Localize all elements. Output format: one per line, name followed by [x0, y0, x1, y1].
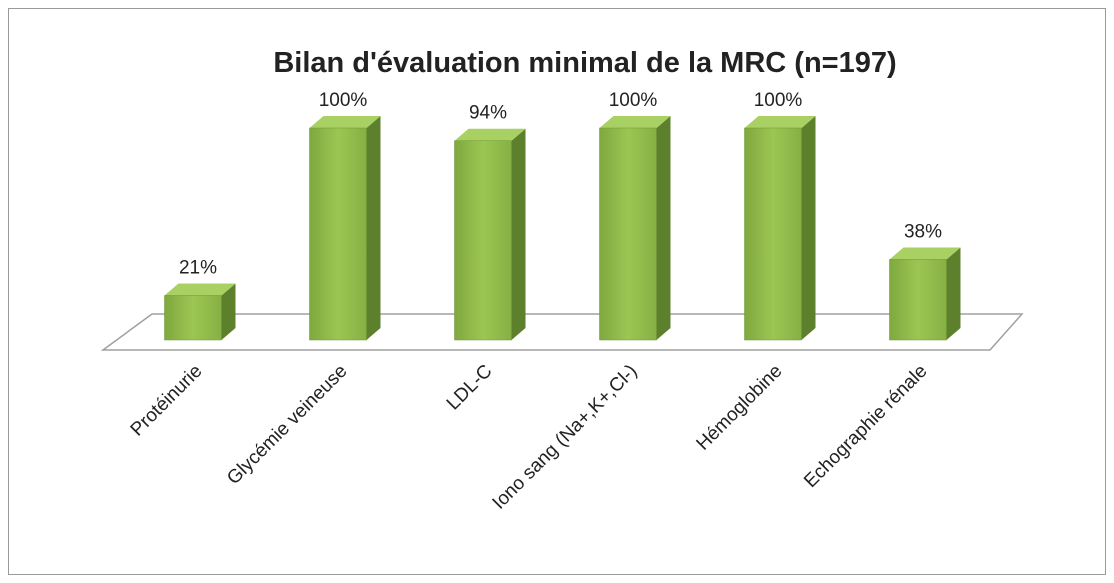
bar-top: [599, 116, 671, 128]
floor: [100, 313, 1024, 351]
data-label: 21%: [179, 257, 217, 278]
bar-top: [164, 283, 236, 296]
bar: [599, 127, 657, 341]
data-label: 100%: [754, 90, 803, 111]
bar-side: [221, 283, 236, 340]
bar-side: [511, 128, 526, 340]
bar: [454, 140, 512, 341]
bar-side: [946, 247, 961, 340]
data-label: 94%: [469, 103, 507, 124]
bar: [744, 127, 802, 341]
bar-top: [309, 116, 381, 128]
bar: [889, 259, 947, 341]
bar-side: [801, 116, 816, 340]
data-label: 38%: [904, 221, 942, 242]
data-label: 100%: [319, 90, 368, 111]
chart-title: Bilan d'évaluation minimal de la MRC (n=…: [273, 47, 896, 79]
bar-top: [454, 128, 526, 141]
bar-top: [889, 247, 961, 260]
bar: [164, 295, 222, 341]
data-label: 100%: [609, 90, 658, 111]
bar: [309, 127, 367, 341]
bar-side: [656, 116, 671, 340]
bar-side: [366, 116, 381, 340]
bar-top: [744, 116, 816, 128]
